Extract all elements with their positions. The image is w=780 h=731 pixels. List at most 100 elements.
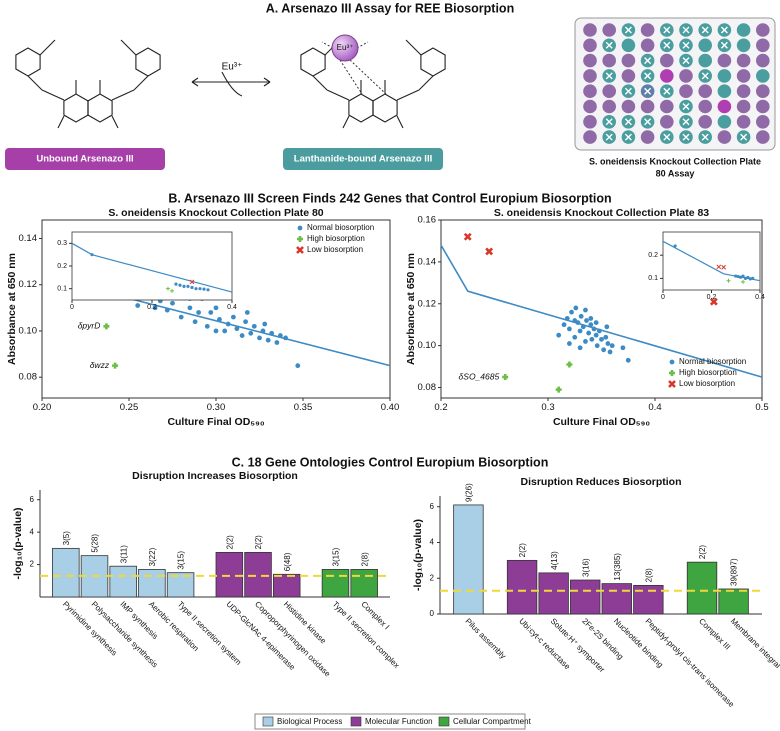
point <box>90 253 94 257</box>
point <box>580 324 586 330</box>
value-label: 3(15) <box>177 551 186 570</box>
point <box>213 328 219 334</box>
point <box>604 324 610 330</box>
point <box>751 276 755 280</box>
well <box>583 115 597 129</box>
well <box>756 23 770 37</box>
legend-swatch <box>262 716 274 727</box>
point <box>739 275 743 279</box>
well <box>583 69 597 83</box>
point <box>588 322 594 328</box>
point <box>192 319 198 325</box>
point <box>741 279 746 284</box>
panel-c-title: C. 18 Gene Ontologies Control Europium B… <box>232 455 549 469</box>
x-tick-label: 0.35 <box>294 402 313 413</box>
bar <box>109 565 137 598</box>
y-tick-label: 0.1 <box>57 286 67 293</box>
point <box>721 264 726 270</box>
bond <box>27 75 43 91</box>
point <box>112 362 119 369</box>
point <box>103 323 110 330</box>
point <box>206 288 210 292</box>
point <box>295 363 301 369</box>
x-tick-label: Pyrimidine synthesis <box>61 600 119 658</box>
point <box>593 320 599 326</box>
well <box>756 99 770 114</box>
x-tick-label: Solute:H⁺ symporter <box>549 617 607 675</box>
point-label: δSO_4685 <box>459 371 500 381</box>
point <box>222 328 228 334</box>
well <box>602 53 616 68</box>
well <box>717 130 732 144</box>
legend-label: Low biosorption <box>679 379 735 388</box>
bar <box>686 561 718 615</box>
point <box>178 314 184 320</box>
well <box>660 115 674 129</box>
bond <box>405 39 422 56</box>
bar <box>718 588 749 615</box>
point <box>577 345 583 351</box>
bond <box>191 77 199 83</box>
bar <box>506 559 538 615</box>
point <box>561 322 567 328</box>
value-label: 39(897) <box>730 558 739 586</box>
legend-label: High biosorption <box>679 368 737 377</box>
point <box>586 330 592 336</box>
point <box>741 274 745 278</box>
legend-swatch <box>438 716 450 727</box>
bond <box>120 39 137 56</box>
point <box>260 328 266 334</box>
bar <box>538 572 569 615</box>
chart-title: Disruption Increases Biosorption <box>132 470 298 482</box>
legend-label: High biosorption <box>307 234 365 243</box>
y-tick-label: 0 <box>430 609 435 618</box>
well-mark <box>644 118 652 126</box>
well <box>756 53 770 68</box>
well <box>621 99 636 114</box>
point <box>194 287 198 291</box>
point <box>187 305 193 311</box>
well <box>717 69 732 83</box>
x-tick-label: 0.4 <box>227 304 237 311</box>
bond <box>191 81 199 87</box>
point-label: δpyrD <box>78 321 101 331</box>
point <box>502 374 509 381</box>
well-mark <box>682 57 690 65</box>
bound-box <box>283 148 443 170</box>
legend-label: Biological Process <box>277 717 342 726</box>
legend-label: Normal biosorption <box>679 357 746 366</box>
point <box>603 334 609 340</box>
point <box>202 287 206 291</box>
bar <box>453 504 484 615</box>
y-tick-label: 0.3 <box>57 240 67 247</box>
value-label: 13(385) <box>613 553 622 581</box>
point <box>166 286 170 291</box>
well-mark <box>682 133 690 141</box>
well <box>621 53 636 68</box>
well-mark <box>682 103 690 110</box>
well-mark <box>701 72 709 80</box>
panel-b-title: B. Arsenazo III Screen Finds 242 Genes t… <box>168 191 611 205</box>
well-mark <box>605 41 613 49</box>
point <box>734 274 738 278</box>
well <box>736 115 751 129</box>
well <box>660 99 674 114</box>
point <box>673 244 677 248</box>
y-tick-label: 0.2 <box>648 252 658 259</box>
well <box>698 99 712 114</box>
wells <box>583 23 770 144</box>
legend-marker <box>297 225 303 231</box>
legend-label: Normal biosorption <box>307 223 374 232</box>
bar <box>272 573 301 598</box>
well-mark <box>682 26 690 34</box>
point <box>198 287 202 291</box>
well-mark <box>624 118 632 126</box>
y-tick-label: 0.08 <box>19 372 38 383</box>
point <box>248 330 254 336</box>
well <box>583 130 597 144</box>
well-mark <box>624 26 632 34</box>
point <box>564 316 570 321</box>
value-label: 2(2) <box>254 535 263 550</box>
well <box>621 69 636 83</box>
point <box>607 349 613 355</box>
